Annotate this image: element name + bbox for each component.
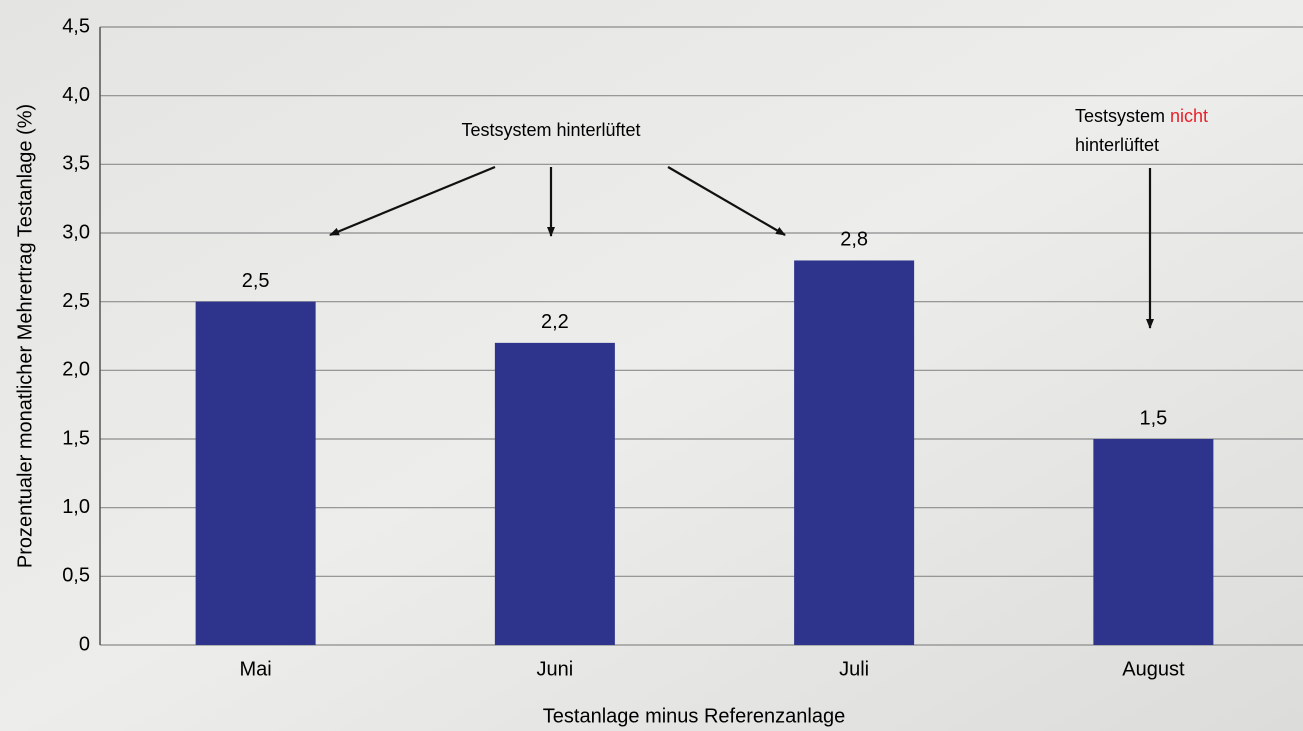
annotation: Testsystem nicht [1075,106,1208,126]
y-tick-label: 4,5 [62,15,90,37]
y-tick-label: 1,0 [62,496,90,518]
value-label: 1,5 [1139,407,1167,429]
x-axis-title: Testanlage minus Referenzanlage [543,705,845,727]
bar [494,342,615,645]
y-tick-label: 3,5 [62,153,90,175]
value-label: 2,8 [840,229,868,251]
arrow [329,165,496,237]
y-tick-label: 3,0 [62,221,90,243]
plot: 0 0,5 1,0 1,5 2,0 2,5 3,0 3,5 4,0 4,5 Mai 2,5 Juni 2,… [62,15,1303,680]
y-axis-title: Prozentualer monatlicher Mehrertrag Test… [14,104,36,568]
annotation: hinterlüftet [1075,135,1159,155]
y-tick-label: 1,5 [62,427,90,449]
x-tick-label: Juli [839,658,869,680]
y-tick-label: 0 [79,633,90,655]
bar [195,301,316,645]
x-tick-label: August [1122,658,1185,680]
arrows [329,165,1154,329]
bar [1093,439,1214,645]
x-tick-label: Mai [240,658,272,680]
arrow [667,166,786,236]
bar [794,260,915,645]
y-tick-label: 2,0 [62,359,90,381]
y-tick-label: 4,0 [62,84,90,106]
value-label: 2,2 [541,311,569,333]
y-tick-label: 0,5 [62,565,90,587]
y-tick-label: 2,5 [62,290,90,312]
annotation-highlight: nicht [1170,106,1208,126]
annotation: Testsystem hinterlüftet [461,120,640,140]
annotation-line: Testsystem [1075,106,1165,126]
x-tick-label: Juni [537,658,574,680]
value-label: 2,5 [242,270,270,292]
